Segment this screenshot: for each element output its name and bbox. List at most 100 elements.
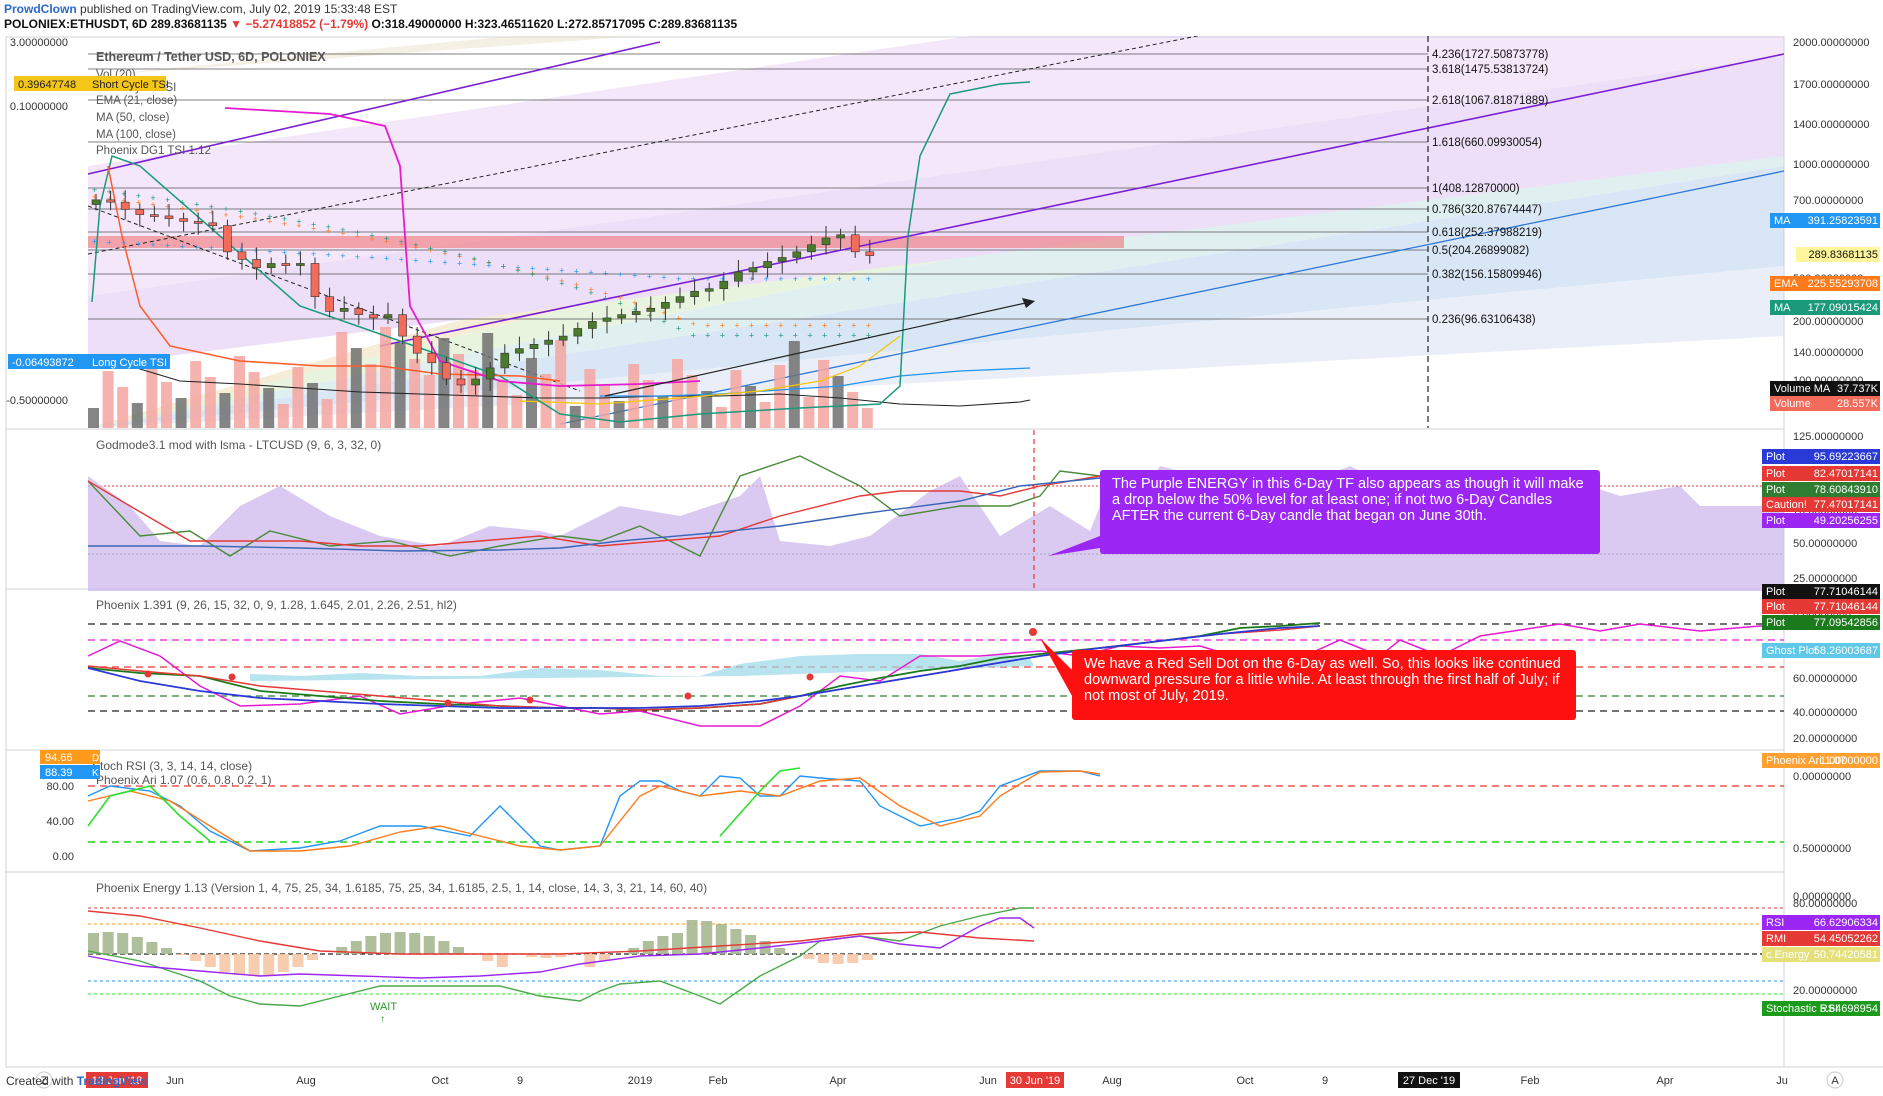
stoch-left-tick-0: 80.00: [46, 781, 74, 793]
red-sell-note[interactable]: We have a Red Sell Dot on the 6-Day as w…: [1072, 650, 1576, 720]
candle-body-2: [120, 201, 130, 210]
energy-bar-32: [555, 954, 567, 957]
price-label-value-4: 37.737K: [1837, 383, 1879, 395]
fib-label-4: 1(408.12870000): [1432, 183, 1520, 195]
ema-dot-17: +: [340, 229, 345, 239]
ma-dot-18: +: [355, 252, 360, 262]
purple-channel-lower: [379, 53, 1785, 347]
tsi-dot-0: +: [92, 185, 97, 195]
rightEnergy-label-bg-2: [1762, 947, 1880, 962]
tsi-dot-28: +: [501, 261, 506, 271]
tsi-dot-51: +: [837, 330, 842, 340]
rightGod-tick-0: 125.00000000: [1793, 431, 1863, 443]
candle-body-36: [617, 314, 626, 319]
candle-body-30: [529, 344, 539, 349]
zoom-button[interactable]: Z: [41, 1075, 48, 1087]
tsi-dot-47: +: [778, 330, 783, 340]
energy-bar-18: [350, 941, 362, 954]
ema-dot-5: +: [165, 201, 170, 211]
tsi-dot-18: +: [355, 228, 360, 238]
rightEnergy-label-bg-0: [1762, 915, 1880, 930]
phoenix-title: Phoenix 1.391 (9, 26, 15, 32, 0, 9, 1.28…: [96, 598, 457, 612]
time-axis: Z 13 Jan '18 Jun Aug Oct 9 2019 Feb Apr Jun Aug O…: [35, 1071, 1844, 1089]
rightGod-label-name-0: Plot: [1766, 451, 1785, 463]
tsi-dot-25: +: [457, 250, 462, 260]
volume-bar-24: [438, 338, 450, 428]
energy-bar-9: [219, 954, 231, 972]
energy-bar-20: [380, 933, 391, 954]
candle-body-44: [734, 271, 743, 282]
rightEnergy-label-value-2: 50.74420581: [1814, 949, 1878, 961]
fib-levels: [88, 53, 1428, 320]
price-label-name-0: MA: [1774, 215, 1791, 227]
ma-dot-48: +: [793, 274, 798, 284]
energy-bar-17: [336, 947, 348, 954]
ma-dot-45: +: [749, 274, 754, 284]
volume-bar-15: [307, 383, 318, 428]
footer-brand[interactable]: TradingView: [76, 1074, 148, 1088]
tsi-dot-52: +: [851, 330, 856, 340]
candle-body-11: [252, 259, 261, 268]
candle-body-32: [558, 335, 568, 341]
purple-energy-note[interactable]: The Purple ENERGY in this 6-Day TF also …: [1100, 470, 1600, 554]
ema-dot-1: +: [107, 194, 112, 204]
zoom-button-ring: [35, 1071, 53, 1089]
ma-dot-19: +: [369, 253, 374, 263]
right-axis-main: 2000.00000000 1700.00000000 1400.00000000 1…: [1770, 37, 1880, 411]
candle-body-21: [398, 314, 407, 337]
teal-tsi-line: [91, 81, 1031, 423]
red-sell-dots: [144, 628, 1037, 707]
candle-body-53: [865, 251, 875, 256]
ma-dot-39: +: [661, 273, 666, 283]
rightPhx-label-bg-2: [1762, 615, 1880, 630]
rightPhx-label-bg-3: [1762, 643, 1880, 658]
tsi-dot-46: +: [764, 330, 769, 340]
energy-bar-39: [657, 936, 669, 954]
volume-bar-51: [832, 376, 844, 428]
legend-dg1: Phoenix DG1 TSI 1.12: [96, 145, 211, 157]
ema-dot-29: +: [515, 265, 520, 275]
rightGod-label-value-3: 77.47017141: [1814, 499, 1878, 511]
auto-scale-button[interactable]: A: [1831, 1075, 1839, 1087]
candle-body-14: [296, 263, 305, 266]
volume-bar-20: [380, 327, 391, 428]
rightPhx-label-value-1: 77.71046144: [1814, 601, 1878, 613]
ema-dot-7: +: [194, 206, 199, 216]
wait-label: WAIT: [370, 1001, 397, 1013]
price-label-bg-1: [1796, 247, 1880, 262]
time-label-12: Apr: [1656, 1075, 1673, 1087]
energy-bar-1: [102, 932, 114, 954]
volume-bar-11: [248, 372, 260, 428]
price-label-value-1: 289.83681135: [1808, 249, 1878, 261]
start-date-badge: 13 Jan '18: [92, 1075, 142, 1087]
volume-bar-13: [277, 404, 289, 428]
ema-dot-36: +: [618, 293, 623, 303]
fib-label-8: 0.382(156.15809946): [1432, 269, 1542, 281]
tsi-dot-4: +: [150, 193, 155, 203]
price-label-value-5: 28.557K: [1837, 398, 1879, 410]
tsi-dot-20: +: [384, 234, 389, 244]
rightPhx-tick-0: 60.00000000: [1793, 673, 1857, 685]
volume-bar-48: [788, 341, 800, 428]
rightGod-tick-3: 50.00000000: [1793, 538, 1857, 550]
chart-canvas[interactable]: ++++++++++++++++++++++++++++++++++++++++…: [0, 36, 1883, 1096]
energy-bar-43: [715, 924, 727, 954]
price-tick-0: 2000.00000000: [1793, 37, 1869, 49]
candle-body-25: [456, 378, 466, 386]
energy-bar-35: [599, 954, 610, 961]
long-cycle-badge-bg: [8, 354, 170, 369]
energy-bar-47: [774, 948, 786, 954]
ema-dot-0: +: [92, 192, 97, 202]
tsi-dot-12: +: [267, 211, 272, 221]
time-label-6: Apr: [829, 1075, 846, 1087]
rightGod-label-value-1: 82.47017141: [1814, 468, 1878, 480]
rightEnergy-label-name-3: Stochastic RSI: [1766, 1003, 1838, 1015]
tsi-dot-45: +: [749, 330, 754, 340]
rightGod-label-bg-1: [1762, 466, 1880, 481]
author-name[interactable]: ProwdClown: [4, 2, 77, 16]
stoch-d-line: [87, 770, 1101, 852]
dashed-trend-lower: [87, 205, 581, 392]
fib-fan-bands: [88, 36, 1784, 428]
price-label-value-2: 225.55293708: [1808, 278, 1878, 290]
tsi-dot-14: +: [296, 217, 301, 227]
